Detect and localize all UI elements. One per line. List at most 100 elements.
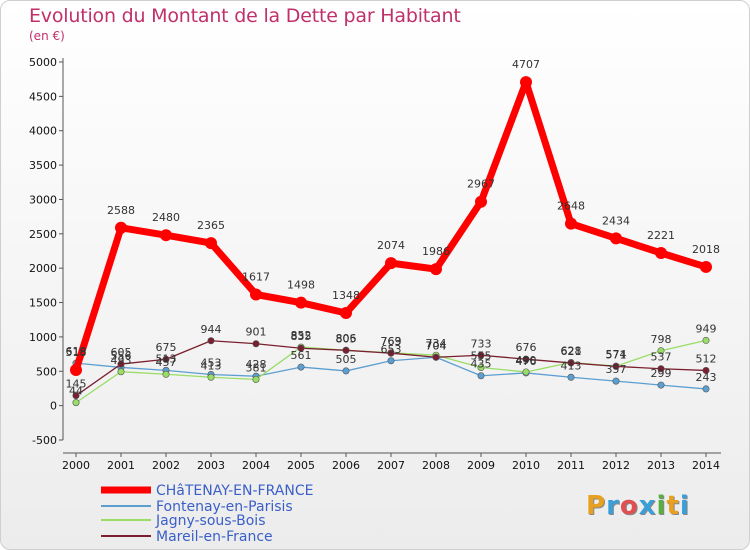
y-tick-label: 2000	[29, 262, 57, 275]
data-point	[612, 377, 620, 385]
logo-letter: P	[586, 491, 607, 521]
data-label: 653	[381, 343, 402, 356]
data-point	[702, 366, 710, 374]
data-point	[162, 370, 170, 378]
x-tick-label: 2000	[62, 459, 90, 472]
data-point	[160, 229, 172, 242]
data-label: 704	[426, 339, 447, 352]
data-label: 381	[246, 361, 267, 374]
data-label: 2074	[377, 239, 405, 252]
data-label: 944	[201, 323, 222, 336]
data-point	[205, 237, 217, 250]
data-label: 505	[336, 353, 357, 366]
data-point	[250, 288, 262, 301]
data-point	[477, 372, 485, 380]
data-label: 476	[516, 355, 537, 368]
data-label: 512	[696, 352, 717, 365]
data-point	[385, 257, 397, 270]
data-point	[565, 217, 577, 230]
data-point	[72, 399, 80, 407]
data-label: 675	[156, 341, 177, 354]
data-point	[700, 260, 712, 273]
data-label: 299	[651, 367, 672, 380]
data-point	[610, 232, 622, 245]
data-point	[432, 353, 440, 361]
data-point	[252, 375, 260, 383]
data-label: 2018	[692, 243, 720, 256]
y-tick-label: 3500	[29, 159, 57, 172]
data-label: 2648	[557, 200, 585, 213]
data-point	[252, 340, 260, 348]
data-point	[522, 368, 530, 376]
data-point	[117, 360, 125, 368]
x-tick-label: 2005	[287, 459, 315, 472]
data-point	[475, 195, 487, 208]
data-label: 2588	[107, 204, 135, 217]
data-point	[207, 373, 215, 381]
data-label: 2221	[647, 229, 675, 242]
x-tick-label: 2003	[197, 459, 225, 472]
data-label: 243	[696, 371, 717, 384]
data-label: 571	[606, 348, 627, 361]
data-label: 2967	[467, 178, 495, 191]
data-label: 537	[651, 351, 672, 364]
data-label: 805	[336, 332, 357, 345]
data-point	[655, 246, 667, 259]
data-point	[340, 306, 352, 319]
data-point	[295, 296, 307, 309]
data-label: 428	[246, 358, 267, 371]
data-point	[297, 344, 305, 352]
data-label: 4707	[512, 58, 540, 71]
data-label: 734	[426, 337, 447, 350]
logo-letter: r	[606, 491, 620, 521]
x-tick-label: 2008	[422, 459, 450, 472]
y-tick-label: 3000	[29, 193, 57, 206]
legend-label: Jagny-sous-Bois	[155, 513, 266, 529]
y-tick-label: 1000	[29, 331, 57, 344]
data-point	[567, 373, 575, 381]
data-label: 513	[156, 352, 177, 365]
data-point	[657, 381, 665, 389]
x-tick-label: 2014	[692, 459, 720, 472]
x-tick-label: 2012	[602, 459, 630, 472]
data-point	[522, 355, 530, 363]
x-tick-label: 2006	[332, 459, 360, 472]
legend-label: CHâTENAY-EN-FRANCE	[156, 483, 313, 499]
data-point	[477, 351, 485, 359]
y-tick-label: 5000	[29, 56, 57, 69]
data-label: 44	[69, 385, 83, 398]
data-label: 457	[156, 356, 177, 369]
legend-label: Fontenay-en-Parisis	[156, 499, 293, 515]
data-label: 733	[471, 337, 492, 350]
data-point	[72, 392, 80, 400]
x-tick-label: 2001	[107, 459, 135, 472]
x-tick-label: 2011	[557, 459, 585, 472]
data-label: 357	[606, 363, 627, 376]
data-label: 2365	[197, 219, 225, 232]
data-point	[702, 336, 710, 344]
data-label: 518	[66, 346, 87, 359]
x-tick-label: 2002	[152, 459, 180, 472]
data-label: 949	[696, 322, 717, 335]
data-label: 763	[381, 335, 402, 348]
data-point	[162, 355, 170, 363]
data-point	[657, 347, 665, 355]
data-point	[117, 368, 125, 376]
data-label: 490	[516, 354, 537, 367]
proxiti-logo: Proxiti	[586, 491, 690, 521]
x-tick-label: 2013	[647, 459, 675, 472]
chart-title: Evolution du Montant de la Dette par Hab…	[29, 5, 461, 27]
logo-letter: x	[638, 491, 657, 521]
data-label: 621	[561, 345, 582, 358]
data-point	[342, 346, 350, 354]
data-label: 835	[291, 330, 312, 343]
data-label: 901	[246, 326, 267, 339]
data-label: 1348	[332, 289, 360, 302]
data-label: 2480	[152, 211, 180, 224]
data-point	[612, 362, 620, 370]
data-label: 435	[471, 358, 492, 371]
data-label: 493	[111, 354, 132, 367]
data-label: 1498	[287, 279, 315, 292]
